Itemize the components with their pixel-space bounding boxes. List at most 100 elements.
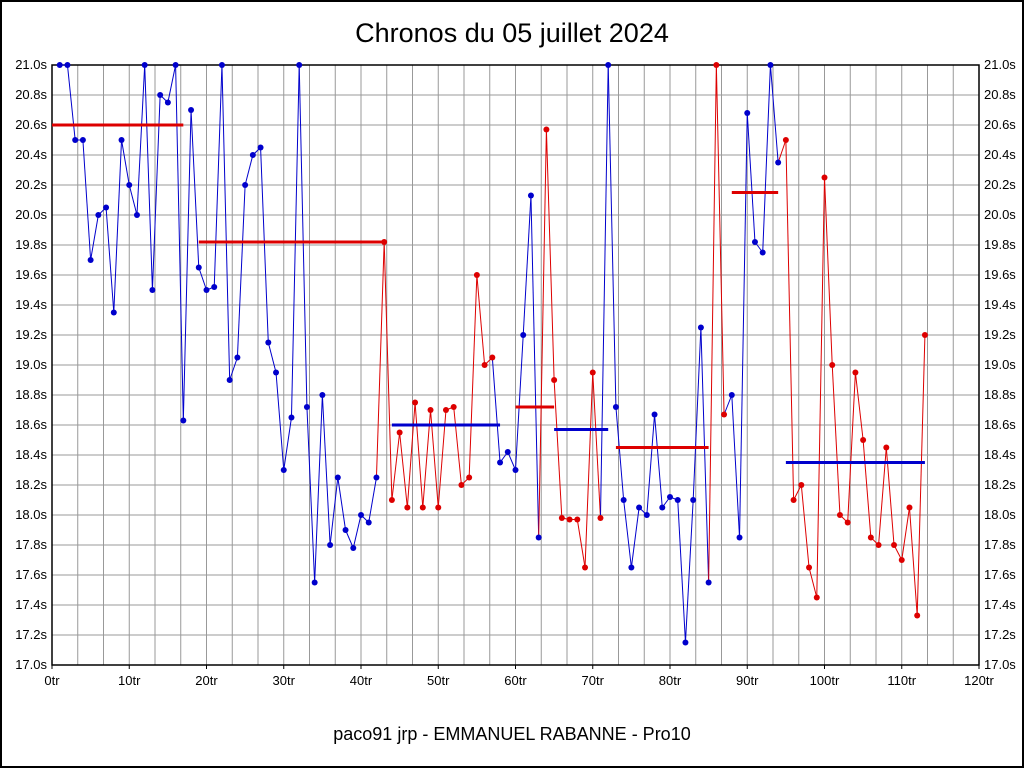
lap-time-point: [651, 411, 658, 418]
series-segment: [314, 394, 323, 583]
lap-time-point: [806, 564, 813, 571]
lap-time-point: [466, 474, 473, 481]
series-segment: [553, 379, 563, 519]
series-segment: [337, 477, 347, 531]
series-segment: [592, 372, 601, 519]
y-axis-tick-label-right: 17.4s: [984, 597, 1016, 612]
series-segment: [144, 64, 153, 291]
lap-time-point: [427, 407, 434, 413]
x-axis-tick-label: 110tr: [887, 673, 916, 688]
series-segment: [723, 394, 733, 415]
series-segment: [769, 64, 779, 163]
lap-time-point: [350, 545, 357, 551]
y-axis-tick-label-left: 21.0s: [15, 57, 47, 72]
lap-time-point: [149, 287, 156, 293]
series-segment: [646, 414, 656, 516]
series-segment: [545, 129, 555, 381]
series-segment: [785, 139, 795, 501]
series-segment: [847, 372, 856, 523]
lap-time-point: [126, 182, 133, 188]
series-segment: [136, 64, 146, 216]
series-segment: [414, 402, 424, 508]
lap-time-point: [319, 392, 326, 398]
y-axis-tick-label-left: 19.6s: [15, 267, 47, 282]
lap-time-point: [620, 497, 627, 503]
series-segment: [221, 64, 231, 381]
y-axis-tick-label-left: 17.6s: [15, 567, 47, 582]
lap-time-point: [334, 474, 341, 481]
series-segment: [391, 432, 401, 501]
series-segment: [530, 195, 540, 538]
series-segment: [198, 267, 207, 291]
lap-time-point: [87, 257, 94, 263]
lap-time-point: [72, 137, 79, 143]
y-axis-tick-label-right: 17.2s: [984, 627, 1016, 642]
lap-time-point: [906, 504, 913, 511]
series-segment: [916, 334, 926, 616]
lap-time-point: [829, 362, 836, 368]
y-axis-tick-label-right: 20.2s: [984, 177, 1016, 192]
series-segment: [708, 64, 717, 583]
lap-time-point: [458, 482, 465, 488]
series-segment: [82, 139, 92, 261]
lap-time-point: [412, 399, 419, 406]
lap-time-point: [790, 497, 797, 503]
y-axis-tick-label-left: 18.8s: [15, 387, 47, 402]
x-axis-tick-label: 30tr: [273, 673, 296, 688]
lap-time-point: [736, 534, 743, 541]
series-segment: [399, 432, 408, 508]
lap-time-point: [574, 516, 581, 523]
series-segment: [113, 139, 123, 313]
lap-time-point: [280, 467, 287, 473]
series-segment: [190, 109, 200, 268]
lap-time-point: [79, 137, 86, 143]
y-axis-tick-label-left: 20.8s: [15, 87, 47, 102]
lap-time-point: [388, 497, 395, 503]
series-segment: [700, 327, 710, 583]
lap-time-point: [612, 404, 619, 410]
series-segment: [684, 499, 694, 643]
series-segment: [345, 529, 354, 549]
series-segment: [375, 241, 385, 478]
lap-time-point: [512, 467, 519, 473]
lap-time-point: [821, 174, 828, 181]
lap-time-point: [504, 449, 511, 455]
x-axis-tick-label: 50tr: [427, 673, 450, 688]
y-axis-tick-label-right: 20.6s: [984, 117, 1016, 132]
lap-time-point: [566, 516, 573, 523]
y-axis-tick-label-right: 19.0s: [984, 357, 1016, 372]
y-axis-tick-label-right: 18.2s: [984, 477, 1016, 492]
y-axis-tick-label-right: 18.6s: [984, 417, 1016, 432]
y-axis-tick-label-left: 18.6s: [15, 417, 47, 432]
lap-time-point: [489, 354, 496, 361]
lap-time-point: [481, 362, 488, 368]
y-axis-tick-label-right: 17.6s: [984, 567, 1016, 582]
y-axis-tick-label-left: 19.2s: [15, 327, 47, 342]
series-segment: [236, 184, 246, 358]
lap-time-point: [157, 92, 164, 98]
lap-time-point: [860, 437, 867, 443]
series-segment: [800, 484, 810, 568]
y-axis-tick-label-right: 19.6s: [984, 267, 1016, 282]
lap-time-point: [705, 579, 712, 586]
lap-time-point: [164, 99, 171, 106]
series-segment: [383, 241, 393, 501]
series-segment: [321, 394, 331, 546]
lap-time-point: [103, 204, 110, 211]
series-segment: [368, 477, 377, 523]
lap-time-point: [195, 264, 202, 271]
series-segment: [90, 214, 99, 261]
lap-time-point: [211, 284, 218, 290]
y-axis-tick-label-left: 20.6s: [15, 117, 47, 132]
lap-time-point: [288, 414, 295, 421]
series-segment: [476, 274, 486, 366]
series-segment: [306, 406, 316, 583]
lap-time-point: [659, 504, 666, 511]
y-axis-tick-label-right: 20.4s: [984, 147, 1016, 162]
lap-time-point: [218, 62, 225, 68]
y-axis-tick-label-right: 17.0s: [984, 657, 1016, 672]
chart-footer-caption: paco91 jrp - EMMANUEL RABANNE - Pro10: [333, 724, 691, 744]
series-segment: [522, 195, 532, 336]
lap-time-point: [56, 62, 63, 68]
y-axis-tick-label-right: 19.2s: [984, 327, 1016, 342]
